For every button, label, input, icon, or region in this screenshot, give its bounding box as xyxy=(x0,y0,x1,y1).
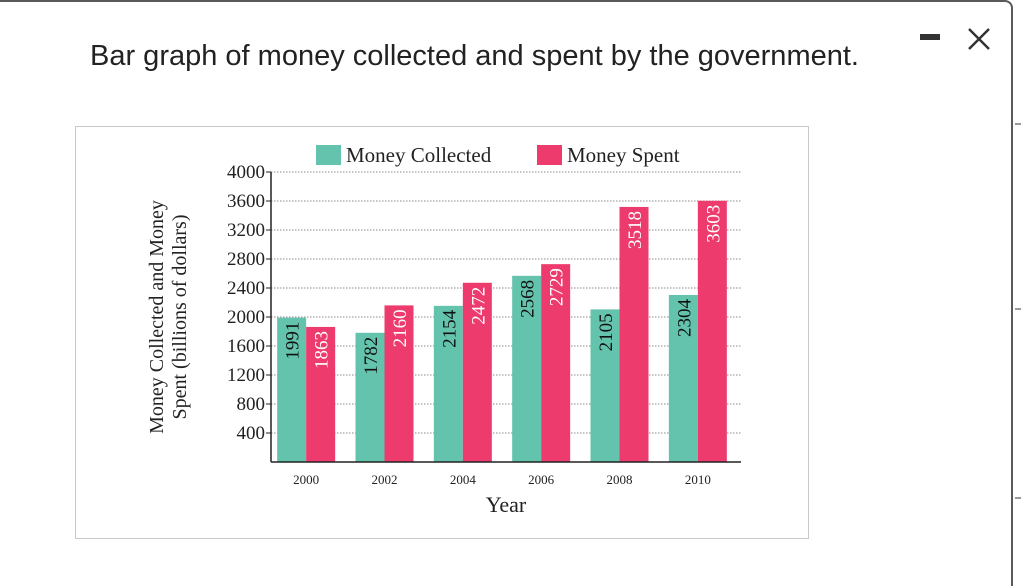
x-tick-label: 2004 xyxy=(450,472,477,487)
bar-value-label: 2154 xyxy=(439,309,460,348)
close-icon xyxy=(968,28,990,50)
bar-value-label: 2729 xyxy=(547,268,568,306)
minimize-button[interactable] xyxy=(916,24,946,54)
bar-money-spent xyxy=(462,282,492,462)
close-button[interactable] xyxy=(962,22,996,56)
y-tick-label: 4000 xyxy=(227,162,265,183)
bar-value-label: 2472 xyxy=(468,287,489,325)
x-tick-label: 2006 xyxy=(528,472,555,487)
y-tick-label: 3200 xyxy=(227,220,265,241)
bar-money-collected xyxy=(355,332,385,462)
bar-money-collected xyxy=(277,317,307,462)
y-axis-title: Money Collected and Money xyxy=(146,200,168,434)
chart-figure: 400 800 1200 1600 2000 2400 2800 3200 3600 4000 19… xyxy=(75,126,809,539)
y-tick-label: 3600 xyxy=(227,191,265,212)
bar-value-label: 3603 xyxy=(703,205,724,243)
legend-swatch-money-spent xyxy=(537,145,562,165)
bar-money-collected xyxy=(512,275,542,462)
bar-value-label: 2160 xyxy=(390,309,411,347)
bar-value-label: 2304 xyxy=(674,298,695,337)
bar-money-spent xyxy=(619,206,649,462)
bar-value-label: 2568 xyxy=(518,280,539,318)
bar-money-collected xyxy=(668,294,698,462)
bar-money-spent xyxy=(384,305,414,462)
y-tick-label: 1200 xyxy=(227,365,265,386)
y-tick-label: 2800 xyxy=(227,249,265,270)
x-tick-label: 2000 xyxy=(293,472,319,487)
x-tick-label: 2002 xyxy=(372,472,398,487)
bar-money-spent xyxy=(697,200,727,462)
x-axis-title: Year xyxy=(486,492,527,517)
bar-chart: 400 800 1200 1600 2000 2400 2800 3200 3600 4000 19… xyxy=(146,143,741,517)
bar-value-label: 3518 xyxy=(625,211,646,249)
minimize-icon xyxy=(920,34,940,40)
y-tick-label: 800 xyxy=(237,394,266,415)
legend-label-money-collected: Money Collected xyxy=(346,143,492,167)
y-tick-label: 400 xyxy=(237,423,266,444)
bar-money-collected xyxy=(590,309,620,462)
bar-value-label: 1863 xyxy=(312,331,333,369)
bar-money-collected xyxy=(433,305,463,462)
bar-value-label: 1991 xyxy=(283,322,304,360)
edge-decoration xyxy=(1015,497,1021,499)
bar-value-label: 2105 xyxy=(596,313,617,351)
edge-decoration xyxy=(1015,123,1021,125)
legend-swatch-money-collected xyxy=(316,145,341,165)
y-tick-label: 2000 xyxy=(227,307,265,328)
y-axis-title: Spent (billions of dollars) xyxy=(169,215,191,420)
legend-label-money-spent: Money Spent xyxy=(567,143,680,167)
bar-value-label: 1782 xyxy=(361,337,382,375)
edge-decoration xyxy=(1015,308,1021,310)
x-tick-label: 2008 xyxy=(607,472,633,487)
y-tick-label: 1600 xyxy=(227,336,265,357)
bar-money-spent xyxy=(541,264,571,462)
dialog-title: Bar graph of money collected and spent b… xyxy=(90,40,859,72)
bar-money-spent xyxy=(306,326,336,462)
y-tick-label: 2400 xyxy=(227,278,265,299)
x-tick-label: 2010 xyxy=(685,472,711,487)
